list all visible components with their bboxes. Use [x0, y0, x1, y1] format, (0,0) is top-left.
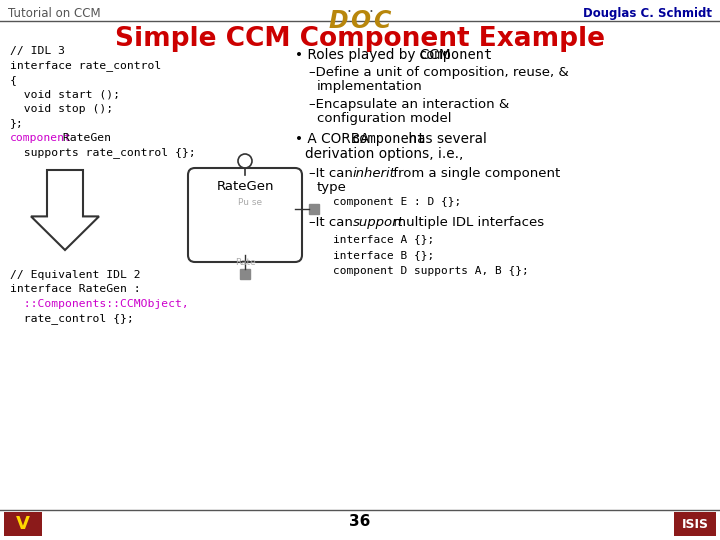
Text: void stop ();: void stop ();: [10, 104, 113, 114]
Text: RateGen: RateGen: [56, 133, 112, 143]
Text: ·: ·: [346, 5, 351, 20]
Text: –Encapsulate an interaction &: –Encapsulate an interaction &: [309, 98, 509, 111]
Polygon shape: [31, 170, 99, 250]
Text: ::Components::CCMObject,: ::Components::CCMObject,: [10, 299, 189, 309]
Text: component: component: [351, 132, 426, 146]
Text: –Define a unit of composition, reuse, &: –Define a unit of composition, reuse, &: [309, 66, 569, 79]
Text: Douglas C. Schmidt: Douglas C. Schmidt: [583, 7, 712, 20]
Text: {: {: [10, 75, 17, 85]
Text: multiple IDL interfaces: multiple IDL interfaces: [390, 216, 544, 229]
Text: D: D: [328, 9, 348, 33]
Text: component: component: [10, 133, 72, 143]
Text: ·: ·: [369, 5, 374, 20]
Text: ISIS: ISIS: [682, 517, 708, 530]
FancyBboxPatch shape: [309, 204, 319, 214]
Text: interface RateGen :: interface RateGen :: [10, 285, 140, 294]
FancyBboxPatch shape: [674, 512, 716, 536]
Text: • Roles played by CCM: • Roles played by CCM: [295, 48, 455, 62]
FancyBboxPatch shape: [4, 512, 42, 536]
Text: –It can: –It can: [309, 167, 357, 180]
Text: Simple CCM Component Example: Simple CCM Component Example: [115, 26, 605, 52]
Text: 36: 36: [349, 514, 371, 529]
Text: • A CORBA: • A CORBA: [295, 132, 374, 146]
Text: –It can: –It can: [309, 216, 357, 229]
Text: supports rate_control {};: supports rate_control {};: [10, 147, 196, 158]
Text: derivation options, i.e.,: derivation options, i.e.,: [305, 147, 464, 161]
Text: from a single component: from a single component: [390, 167, 561, 180]
Text: type: type: [317, 181, 347, 194]
Text: Rate: Rate: [235, 258, 256, 267]
Text: configuration model: configuration model: [317, 112, 451, 125]
Text: void start ();: void start ();: [10, 90, 120, 99]
Text: component E : D {};: component E : D {};: [333, 197, 462, 207]
Text: interface rate_control: interface rate_control: [10, 60, 161, 71]
Text: component D supports A, B {};: component D supports A, B {};: [333, 266, 528, 276]
Text: C: C: [373, 9, 391, 33]
FancyBboxPatch shape: [240, 269, 250, 279]
Text: // IDL 3: // IDL 3: [10, 46, 65, 56]
Text: implementation: implementation: [317, 80, 423, 93]
Text: Pu se: Pu se: [238, 198, 262, 207]
FancyBboxPatch shape: [188, 168, 302, 262]
Text: inherit: inherit: [353, 167, 395, 180]
Text: rate_control {};: rate_control {};: [10, 314, 134, 325]
Text: has several: has several: [405, 132, 487, 146]
Text: Tutorial on CCM: Tutorial on CCM: [8, 7, 101, 20]
Text: interface A {};: interface A {};: [333, 234, 434, 244]
Text: RateGen: RateGen: [216, 180, 274, 193]
Circle shape: [238, 154, 252, 168]
Text: O: O: [350, 9, 370, 33]
Text: // Equivalent IDL 2: // Equivalent IDL 2: [10, 270, 140, 280]
Text: component: component: [419, 48, 493, 62]
Text: support: support: [353, 216, 404, 229]
Text: V: V: [16, 515, 30, 533]
Text: interface B {};: interface B {};: [333, 250, 434, 260]
Text: };: };: [10, 118, 24, 129]
